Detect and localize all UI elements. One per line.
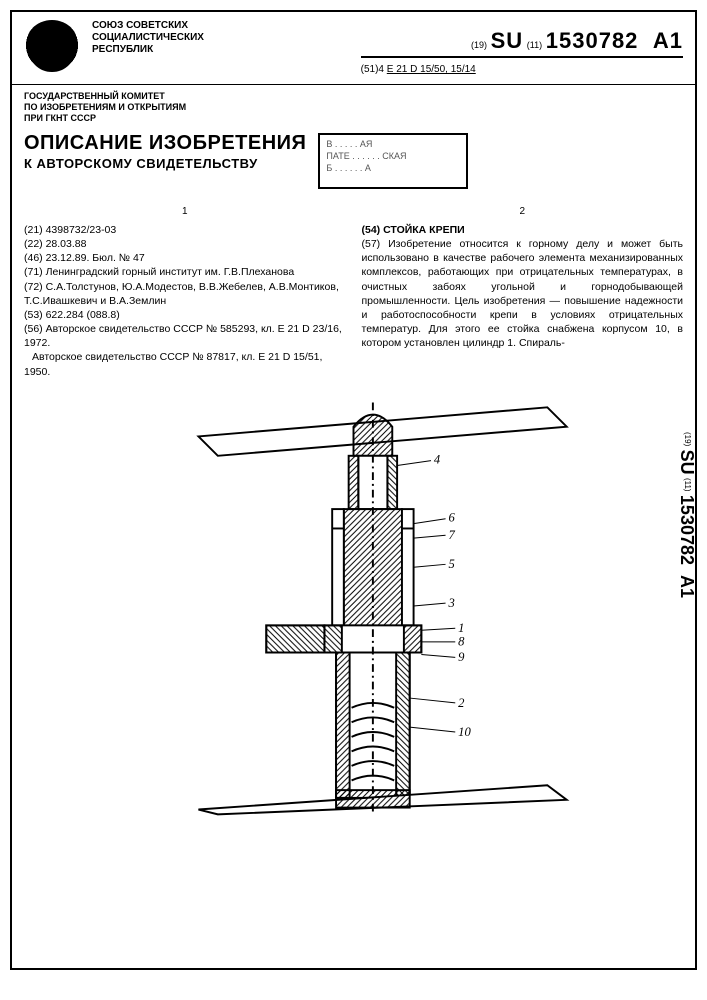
field-46: (46) 23.12.89. Бюл. № 47 <box>24 251 346 265</box>
biblio-columns: 1 (21) 4398732/23-03 (22) 28.03.88 (46) … <box>12 199 695 384</box>
committee-block: ГОСУДАРСТВЕННЫЙ КОМИТЕТ ПО ИЗОБРЕТЕНИЯМ … <box>12 85 695 129</box>
svg-text:6: 6 <box>448 510 455 524</box>
svg-text:8: 8 <box>458 635 465 649</box>
svg-text:2: 2 <box>458 696 465 710</box>
doc-title: ОПИСАНИЕ ИЗОБРЕТЕНИЯ <box>24 133 306 154</box>
svg-text:4: 4 <box>434 452 440 466</box>
publication-number: (19) SU (11) 1530782 A1 <box>361 28 683 58</box>
ussr-emblem <box>24 20 80 76</box>
org-line1: СОЮЗ СОВЕТСКИХ <box>92 20 361 32</box>
left-column: 1 (21) 4398732/23-03 (22) 28.03.88 (46) … <box>24 205 346 378</box>
svg-text:5: 5 <box>448 557 454 571</box>
field-56a: (56) Авторское свидетельство СССР № 5852… <box>24 322 346 350</box>
field-71: (71) Ленинградский горный институт им. Г… <box>24 265 346 279</box>
svg-text:1: 1 <box>458 621 464 635</box>
org-line2: СОЦИАЛИСТИЧЕСКИХ <box>92 32 361 44</box>
ipc-class: (51)4 E 21 D 15/50, 15/14 <box>361 64 683 75</box>
org-name: СОЮЗ СОВЕТСКИХ СОЦИАЛИСТИЧЕСКИХ РЕСПУБЛИ… <box>92 20 361 56</box>
field-21: (21) 4398732/23-03 <box>24 223 346 237</box>
field-53: (53) 622.284 (088.8) <box>24 308 346 322</box>
field-56b: Авторское свидетельство СССР № 87817, кл… <box>24 350 346 378</box>
field-22: (22) 28.03.88 <box>24 237 346 251</box>
spine-label: (19) SU (11) 1530782 A1 <box>676 432 697 598</box>
svg-text:10: 10 <box>458 725 471 739</box>
right-column: 2 (54) СТОЙКА КРЕПИ (57) Изобретение отн… <box>362 205 684 378</box>
library-stamp: В . . . . . АЯ ПАТЕ . . . . . . СКАЯ Б .… <box>318 133 468 189</box>
doc-subtitle: К АВТОРСКОМУ СВИДЕТЕЛЬСТВУ <box>24 156 306 171</box>
technical-drawing: 4 6 7 5 3 1 8 9 2 10 <box>24 391 683 821</box>
org-line3: РЕСПУБЛИК <box>92 44 361 56</box>
field-72: (72) С.А.Толстунов, Ю.А.Модестов, В.В.Же… <box>24 280 346 308</box>
field-54: (54) СТОЙКА КРЕПИ <box>362 223 684 237</box>
field-57: (57) Изобретение относится к горному дел… <box>362 237 684 350</box>
svg-text:9: 9 <box>458 650 465 664</box>
svg-text:7: 7 <box>448 528 455 542</box>
svg-text:3: 3 <box>447 596 454 610</box>
